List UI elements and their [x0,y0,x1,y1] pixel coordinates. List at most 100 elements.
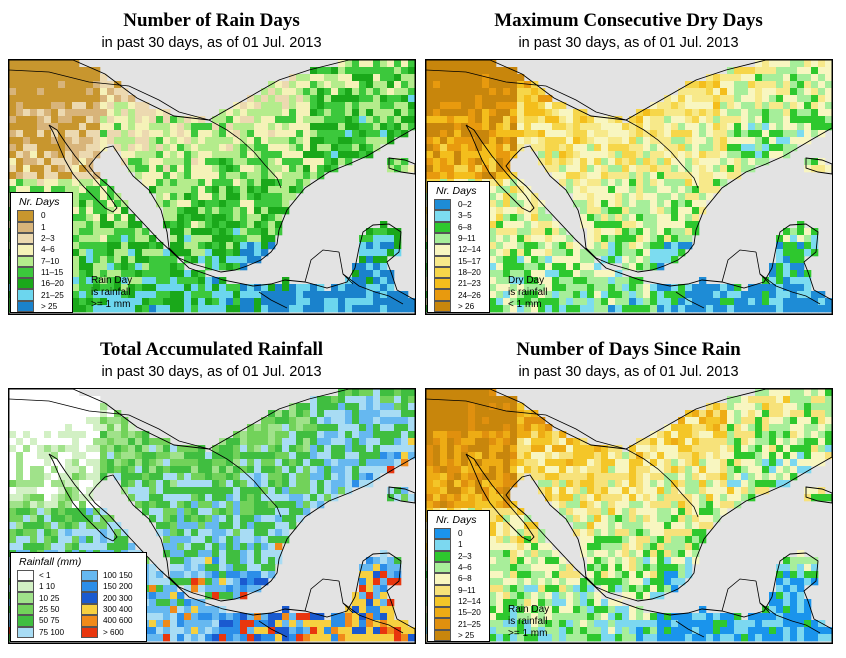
grid-cell [594,298,602,306]
grid-cell [128,221,136,229]
grid-cell [184,599,192,607]
grid-cell [671,95,679,103]
grid-cell [100,417,108,425]
grid-cell [100,543,108,551]
grid-cell [352,60,360,68]
grid-cell [678,417,686,425]
grid-cell [352,466,360,474]
grid-cell [811,102,819,110]
grid-cell [149,459,157,467]
grid-cell [643,193,651,201]
grid-cell [303,144,311,152]
grid-cell [380,270,388,278]
grid-cell [741,81,749,89]
grid-cell [72,193,80,201]
grid-cell [184,144,192,152]
grid-cell [226,130,234,138]
grid-cell [366,613,374,621]
grid-cell [650,298,658,306]
grid-cell [240,578,248,586]
grid-cell [713,158,721,166]
grid-cell [510,291,518,299]
grid-cell [503,263,511,271]
grid-cell [30,445,38,453]
grid-cell [503,130,511,138]
grid-cell [282,193,290,201]
grid-cell [825,165,832,173]
grid-cell [205,473,213,481]
grid-cell [184,200,192,208]
grid-cell [16,88,24,96]
grid-cell [566,151,574,159]
grid-cell [804,67,812,75]
grid-cell [331,410,339,418]
grid-cell [825,417,832,425]
grid-cell [149,305,157,313]
grid-cell [191,123,199,131]
grid-cell [783,109,791,117]
grid-cell [142,102,150,110]
grid-cell [261,627,269,635]
grid-cell [366,445,374,453]
grid-cell [30,396,38,404]
grid-cell [219,473,227,481]
grid-cell [629,256,637,264]
grid-cell [303,473,311,481]
grid-cell [177,501,185,509]
grid-cell [517,109,525,117]
grid-cell [72,102,80,110]
grid-cell [734,172,742,180]
grid-cell [261,438,269,446]
grid-cell [566,291,574,299]
grid-cell [692,172,700,180]
grid-cell [394,389,402,397]
grid-cell [380,599,388,607]
grid-cell [426,151,434,159]
grid-cell [177,634,185,642]
grid-cell [394,571,402,579]
grid-cell [163,256,171,264]
grid-cell [275,424,283,432]
grid-cell [142,305,150,313]
grid-cell [275,431,283,439]
grid-cell [503,74,511,82]
grid-cell [331,438,339,446]
country-border [625,119,699,189]
grid-cell [475,95,483,103]
grid-cell [9,543,17,551]
grid-cell [37,515,45,523]
grid-cell [170,494,178,502]
grid-cell [324,291,332,299]
grid-cell [282,284,290,292]
grid-cell [685,242,693,250]
grid-cell [93,144,101,152]
grid-cell [748,284,756,292]
grid-cell [247,634,255,642]
grid-cell [107,291,115,299]
grid-cell [440,81,448,89]
grid-cell [622,137,630,145]
grid-cell [240,508,248,516]
grid-cell [331,144,339,152]
grid-cell [268,123,276,131]
grid-cell [268,193,276,201]
grid-cell [496,214,504,222]
grid-cell [734,102,742,110]
grid-cell [552,109,560,117]
grid-cell [135,242,143,250]
grid-cell [387,578,395,586]
grid-cell [345,144,353,152]
grid-cell [517,137,525,145]
grid-cell [594,270,602,278]
grid-cell [86,291,94,299]
grid-cell [247,466,255,474]
grid-cell [394,431,402,439]
grid-cell [510,74,518,82]
grid-cell [566,249,574,257]
grid-cell [790,228,798,236]
grid-cell [23,186,31,194]
grid-cell [156,172,164,180]
grid-cell [804,60,812,68]
grid-cell [811,116,819,124]
grid-cell [352,95,360,103]
